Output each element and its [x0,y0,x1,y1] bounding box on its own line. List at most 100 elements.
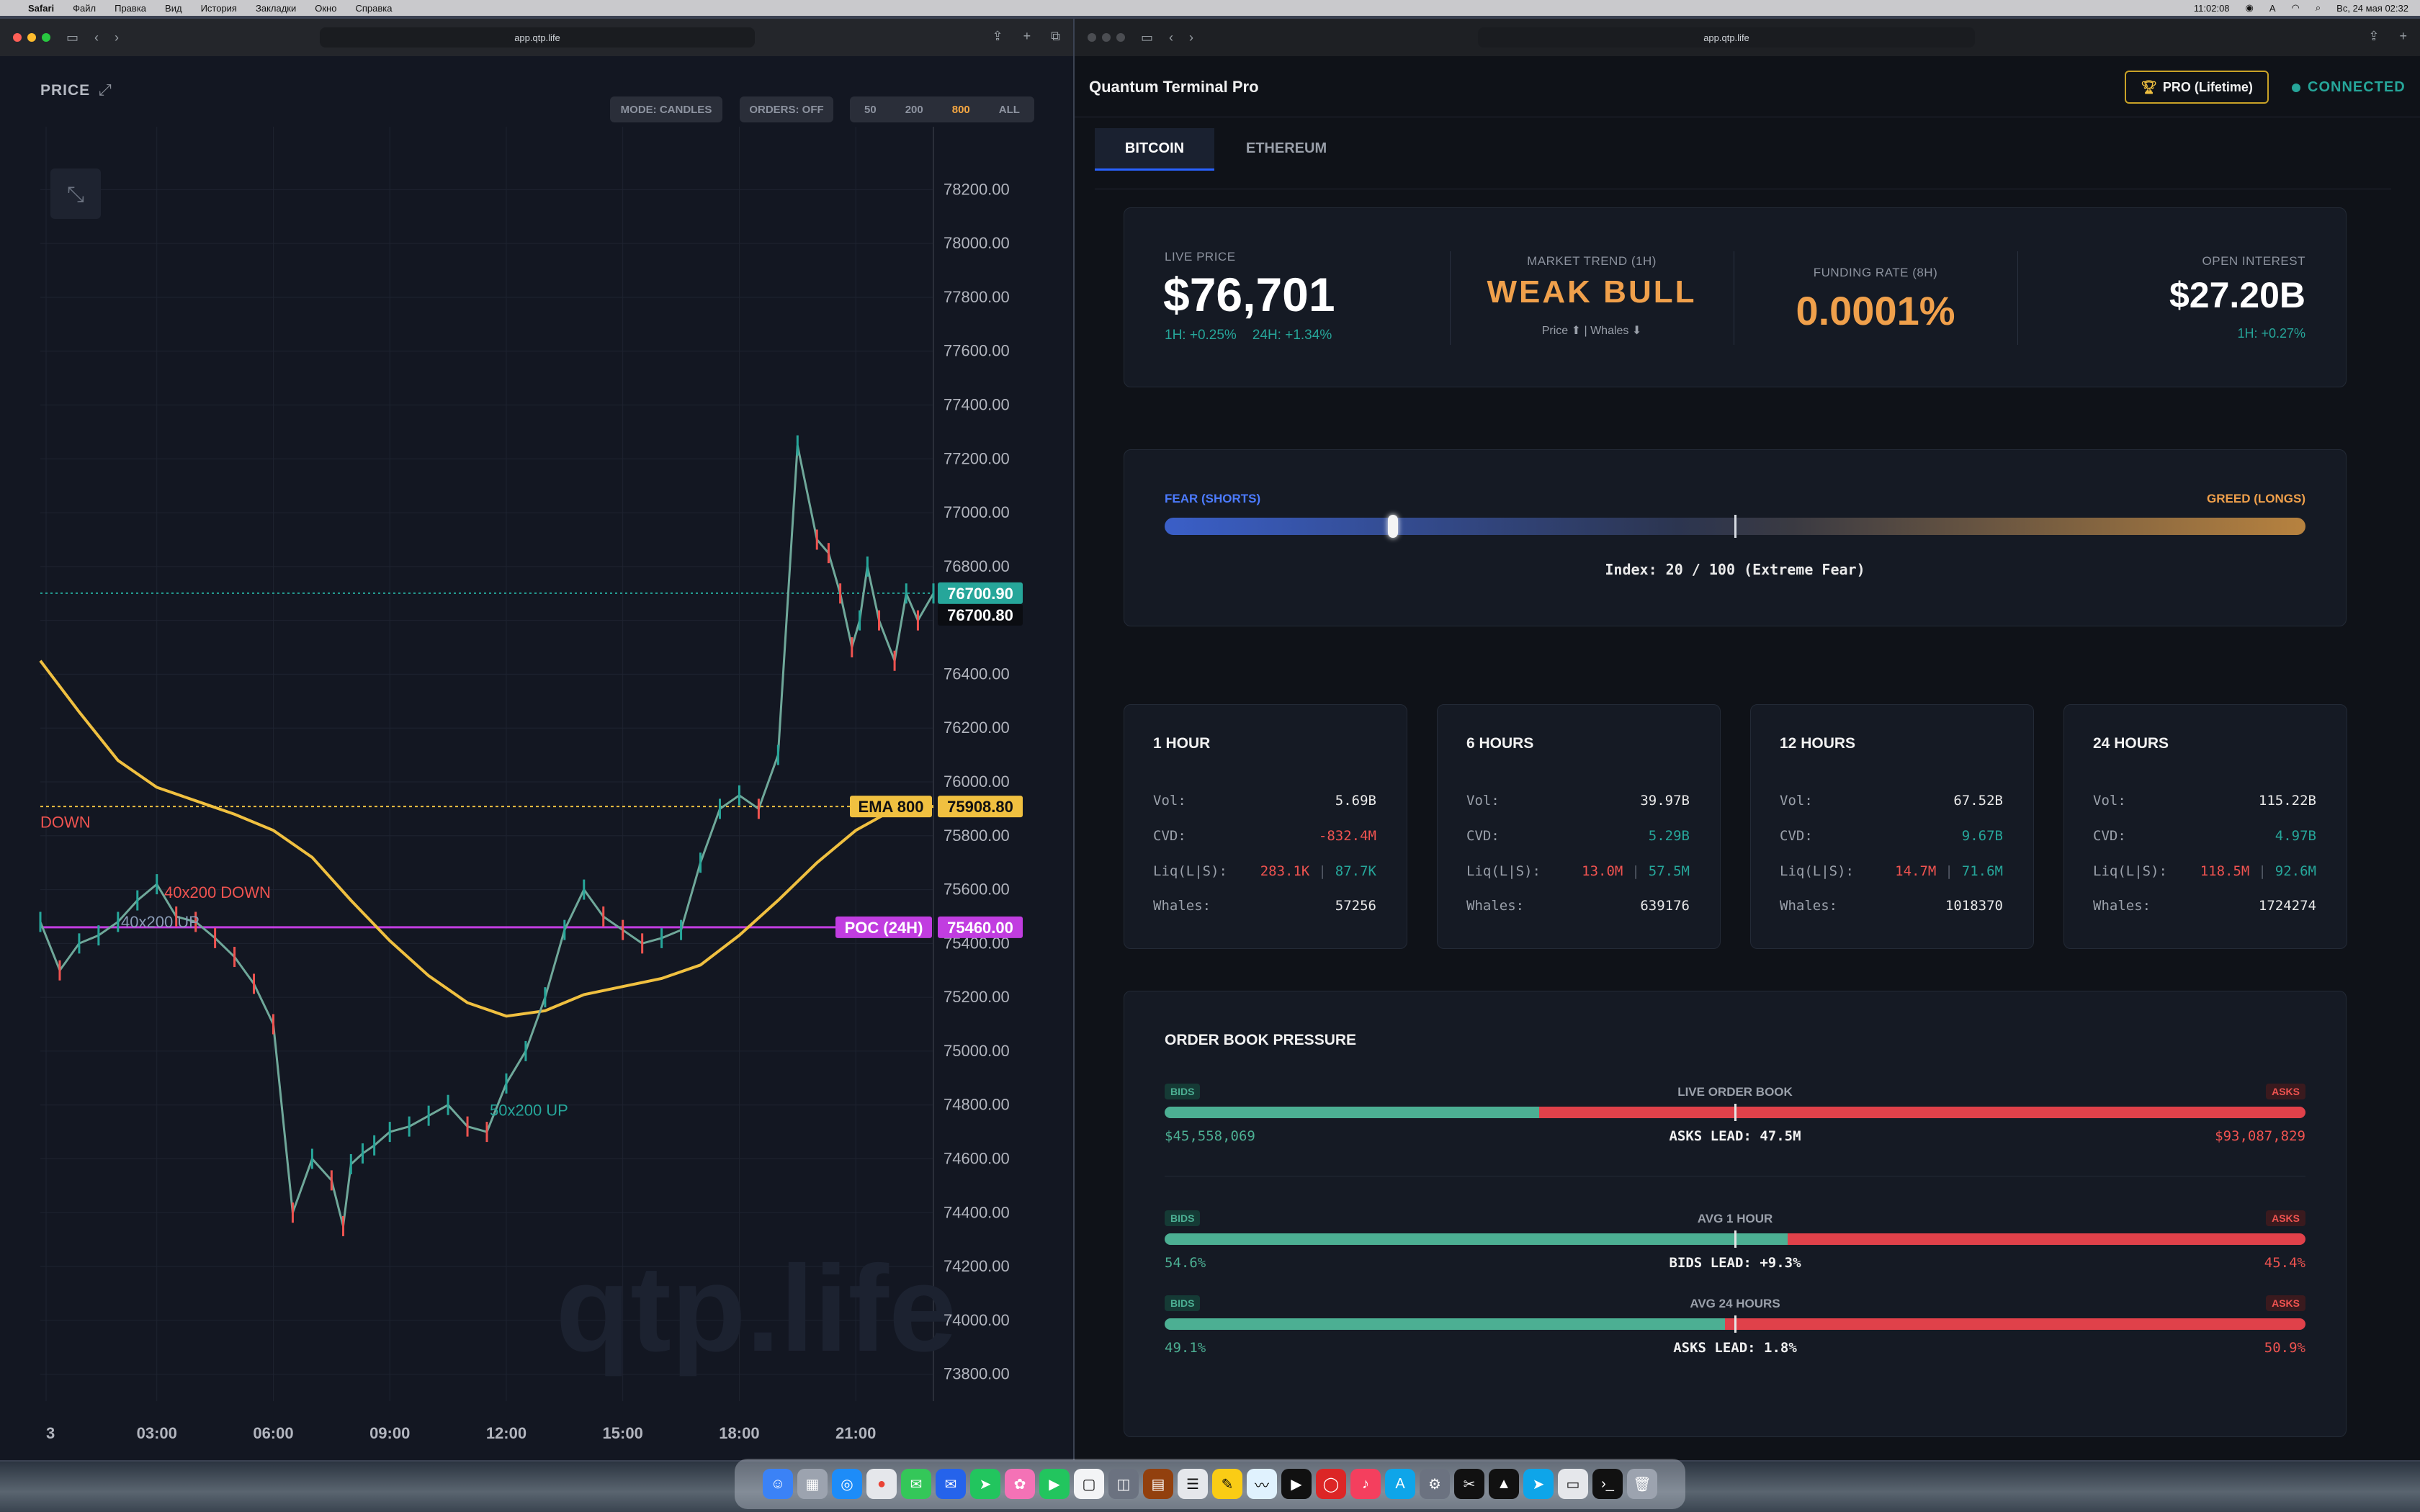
row-value-vol: 39.97B [1640,793,1690,809]
row-key: Whales: [1780,898,1838,914]
capcut-icon[interactable]: ✂ [1454,1469,1484,1499]
menu-window[interactable]: Окно [315,2,337,14]
photos-icon[interactable]: ✿ [1005,1469,1035,1499]
mode-candles-button[interactable]: MODE: CANDLES [610,96,722,122]
menu-view[interactable]: Вид [165,2,182,14]
minimize-window-button[interactable] [27,33,36,42]
close-window-button[interactable] [13,33,22,42]
sentiment-card: FEAR (SHORTS) GREED (LONGS) Index: 20 / … [1124,449,2347,626]
sentiment-index-text: Index: 20 / 100 (Extreme Fear) [1605,561,1865,578]
sidebar-toggle-icon[interactable]: ▭ [66,30,79,45]
row-key: Whales: [2093,898,2151,914]
range-all-button[interactable]: ALL [998,103,1020,116]
mail-icon[interactable]: ✉ [936,1469,966,1499]
row-key: Vol: [1153,793,1186,809]
row-value-liq: 13.0M | 57.5M [1582,863,1690,879]
control-center-icon[interactable]: ◉ [2245,2,2254,13]
row-value-cvd: 5.29B [1648,828,1690,844]
x-tick-label: 18:00 [719,1424,759,1442]
system-settings-icon[interactable]: ⚙ [1420,1469,1450,1499]
menubar-datetime[interactable]: Вс, 24 мая 02:32 [2336,2,2408,14]
asset-tabs: BITCOIN ETHEREUM [1095,117,2391,189]
mark-price-tag-bg [938,603,1023,626]
menu-help[interactable]: Справка [355,2,393,14]
fit-chart-button[interactable]: ⤡ [50,168,101,219]
safari-icon[interactable]: ◎ [832,1469,862,1499]
reminders-icon[interactable]: ☰ [1178,1469,1208,1499]
signal-annotation: 40x200 UP [121,913,200,931]
menu-file[interactable]: Файл [73,2,97,14]
share-icon[interactable]: ⇪ [992,29,1003,43]
terminal-icon[interactable]: ›_ [1592,1469,1623,1499]
row-value-liq: 283.1K | 87.7K [1260,863,1376,879]
back-icon[interactable]: ‹ [1169,30,1174,45]
app-store-icon[interactable]: A [1385,1469,1415,1499]
spotlight-icon[interactable]: ⌕ [2315,2,2321,13]
notes-icon[interactable]: ✎ [1212,1469,1242,1499]
wifi-icon[interactable]: ◠ [2291,2,2300,13]
menu-edit[interactable]: Правка [115,2,147,14]
new-tab-icon[interactable]: + [2399,29,2407,43]
maps-icon[interactable]: ➤ [970,1469,1000,1499]
facetime-icon[interactable]: ▶ [1039,1469,1070,1499]
notes-brown-icon[interactable]: ▤ [1143,1469,1173,1499]
messages-icon[interactable]: ✉ [901,1469,931,1499]
forward-icon[interactable]: › [115,30,120,45]
range-50-button[interactable]: 50 [864,103,877,116]
trash-icon[interactable]: 🗑︎ [1627,1469,1657,1499]
preview-icon[interactable]: ▭ [1558,1469,1588,1499]
range-200-button[interactable]: 200 [905,103,923,116]
row-key: CVD: [1153,828,1186,844]
app-header: Quantum Terminal Pro 🏆︎ PRO (Lifetime) CO… [1075,56,2420,117]
row-value-cvd: -832.4M [1318,828,1376,844]
close-window-button-inactive[interactable] [1088,33,1096,42]
menu-bookmarks[interactable]: Закладки [255,2,297,14]
y-tick-label: 75600.00 [944,881,1010,899]
y-tick-label: 74000.00 [944,1311,1010,1329]
bids-pill: BIDS [1165,1210,1201,1226]
minimize-window-button-inactive[interactable] [1102,33,1111,42]
tab-ethereum[interactable]: ETHEREUM [1245,140,1327,156]
zoom-window-button-inactive[interactable] [1116,33,1125,42]
pro-badge-label: PRO (Lifetime) [2162,79,2253,94]
apple-tv-icon[interactable]: ▶ [1281,1469,1312,1499]
address-bar[interactable]: app.qtp.life [320,27,755,48]
pro-badge[interactable]: 🏆︎ PRO (Lifetime) [2125,71,2269,104]
finder-icon[interactable]: ☺ [763,1469,793,1499]
orders-label: ORDERS: OFF [749,103,824,116]
launchpad-icon[interactable]: ▦ [797,1469,828,1499]
x-tick-label: 09:00 [369,1424,410,1442]
menu-history[interactable]: История [200,2,237,14]
forward-icon[interactable]: › [1189,30,1194,45]
row-key: Vol: [1780,793,1813,809]
tabs-overview-icon[interactable]: ⧉ [1051,29,1060,43]
zoom-window-button[interactable] [42,33,50,42]
new-tab-icon[interactable]: + [1023,29,1031,43]
chart-grid [40,127,934,1401]
ema-value-tag-bg [938,796,1023,818]
opera-icon[interactable]: ◯ [1316,1469,1346,1499]
calendar-icon[interactable]: ▢ [1074,1469,1104,1499]
expand-icon[interactable]: ⤢ [99,81,112,99]
live-price-label: LIVE PRICE [1165,250,1236,264]
gauge-knob[interactable] [1387,515,1398,538]
address-bar[interactable]: app.qtp.life [1478,27,1975,48]
back-icon[interactable]: ‹ [94,30,99,45]
bids-value: 54.6% [1165,1255,1206,1271]
range-800-button[interactable]: 800 [951,103,970,116]
chrome-icon[interactable]: ● [866,1469,897,1499]
poc-label-tag-bg [835,916,932,938]
orders-toggle-button[interactable]: ORDERS: OFF [740,96,833,122]
tab-bitcoin[interactable]: BITCOIN [1095,128,1214,171]
freeform-icon[interactable]: 〰 [1247,1469,1277,1499]
bar-center-marker [1734,1104,1736,1121]
share-icon[interactable]: ⇪ [2368,29,2380,43]
menu-safari[interactable]: Safari [28,2,55,14]
tradingview-icon[interactable]: ▲ [1489,1469,1519,1499]
sidebar-toggle-icon[interactable]: ▭ [1141,30,1154,45]
price-chart[interactable]: qtp.life ⤡ 78200.00 78000.00 77800.00 77600… [0,127,1073,1460]
screenshot-icon[interactable]: ◫ [1108,1469,1139,1499]
input-source-icon[interactable]: A [2269,2,2276,14]
telegram-icon[interactable]: ➤ [1523,1469,1554,1499]
music-icon[interactable]: ♪ [1350,1469,1381,1499]
